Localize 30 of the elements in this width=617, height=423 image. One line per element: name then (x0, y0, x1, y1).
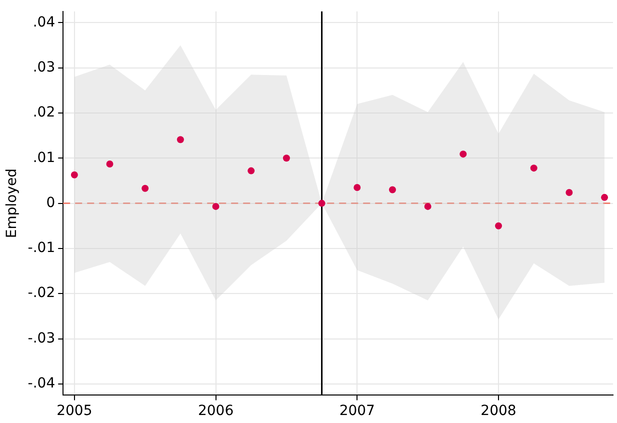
point (176, 136, 184, 144)
point (142, 184, 149, 192)
y-tick-label: .03 (32, 59, 56, 76)
point (354, 184, 361, 191)
y-tick-label: -.04 (28, 376, 56, 392)
x-tick-label: 2008 (480, 403, 516, 420)
point (495, 222, 502, 230)
x-tick-label: 2005 (56, 403, 92, 420)
y-tick-label: .04 (32, 14, 56, 30)
point (460, 150, 467, 158)
point (388, 186, 396, 194)
point (424, 202, 432, 210)
y-tick-label: .02 (32, 104, 56, 121)
y-tick-label: -.02 (28, 285, 56, 302)
x-tick-label: 2007 (339, 403, 375, 420)
point (601, 194, 608, 201)
point (248, 167, 255, 174)
y-tick-label: .01 (32, 150, 56, 166)
point (530, 164, 538, 172)
y-axis-title: Employed (4, 168, 20, 238)
point (70, 171, 78, 178)
y-tick-label: -.03 (28, 330, 56, 346)
point (282, 154, 290, 162)
y-tick-label: -.01 (28, 240, 56, 256)
point (212, 202, 220, 210)
point (566, 188, 573, 196)
point (106, 160, 114, 168)
x-tick-label: 2006 (198, 403, 234, 420)
y-tick-label: 0 (46, 194, 56, 211)
point (318, 200, 326, 207)
